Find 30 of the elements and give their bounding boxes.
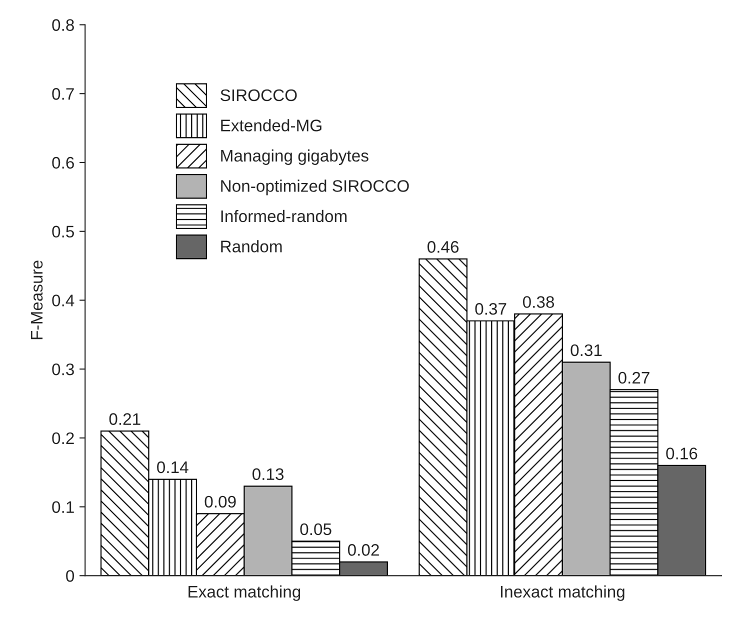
data-label: 0.16 bbox=[666, 448, 698, 460]
data-label: 0.38 bbox=[522, 296, 554, 308]
y-tick-label: 0 bbox=[66, 570, 74, 582]
y-tick-label: 0.8 bbox=[52, 19, 74, 31]
y-tick-label: 0.6 bbox=[52, 156, 74, 169]
legend-label: Informed-random bbox=[221, 210, 347, 222]
data-label: 0.46 bbox=[428, 241, 459, 253]
data-label: 0.13 bbox=[252, 468, 284, 480]
y-tick-label: 0.5 bbox=[52, 226, 74, 238]
legend-label: Non-optimized SIROCCO bbox=[221, 180, 409, 196]
legend-label: SIROCCO bbox=[220, 89, 297, 102]
data-label: 0.02 bbox=[348, 544, 379, 556]
legend-label: Managing gigabytes bbox=[221, 149, 368, 165]
y-tick-label: 0.4 bbox=[52, 294, 74, 306]
data-label: 0.37 bbox=[475, 303, 506, 315]
y-tick-label: 0.3 bbox=[52, 363, 74, 376]
data-label: 0.14 bbox=[157, 461, 188, 474]
y-tick-label: 0.7 bbox=[52, 88, 74, 100]
y-axis-title: F-Measure bbox=[31, 260, 43, 340]
legend-label: Extended-MG bbox=[221, 119, 322, 132]
data-label: 0.27 bbox=[618, 372, 650, 384]
y-tick-label: 0.2 bbox=[52, 432, 74, 444]
data-label: 0.31 bbox=[570, 344, 602, 356]
y-tick-label: 0.1 bbox=[52, 501, 74, 514]
data-label: 0.05 bbox=[300, 523, 332, 536]
data-label: 0.21 bbox=[109, 413, 140, 425]
x-tick-label: Inexact matching bbox=[500, 585, 624, 601]
data-label: 0.09 bbox=[204, 496, 236, 508]
legend-label: Random bbox=[221, 240, 282, 252]
x-tick-label: Exact matching bbox=[188, 585, 300, 601]
